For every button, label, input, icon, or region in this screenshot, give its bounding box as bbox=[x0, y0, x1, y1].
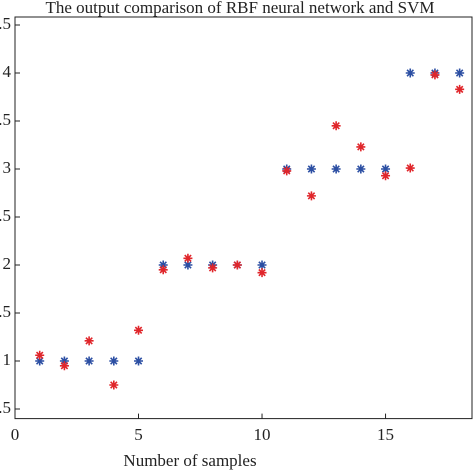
point bbox=[158, 265, 168, 275]
point bbox=[381, 164, 391, 174]
point bbox=[405, 163, 415, 173]
point bbox=[134, 356, 144, 366]
point bbox=[356, 142, 366, 152]
point bbox=[232, 260, 242, 270]
point bbox=[134, 325, 144, 335]
x-tick-label: 5 bbox=[134, 425, 143, 444]
point bbox=[183, 253, 193, 263]
x-axis-label: Number of samples bbox=[123, 451, 256, 470]
point bbox=[257, 260, 267, 270]
point bbox=[405, 68, 415, 78]
chart-title: The output comparison of RBF neural netw… bbox=[45, 0, 434, 17]
plot-frame bbox=[14, 16, 473, 420]
point bbox=[158, 260, 168, 270]
point bbox=[306, 164, 316, 174]
y-tick-label: 2.5 bbox=[0, 206, 11, 225]
point bbox=[430, 70, 440, 80]
point bbox=[109, 356, 119, 366]
x-tick-label: 15 bbox=[377, 425, 394, 444]
y-tick-label: 2 bbox=[3, 254, 12, 273]
x-tick-label: 0 bbox=[11, 425, 20, 444]
point bbox=[455, 68, 465, 78]
y-tick-label: 3 bbox=[3, 158, 12, 177]
point bbox=[306, 191, 316, 201]
point bbox=[59, 356, 69, 366]
point bbox=[208, 263, 218, 273]
point bbox=[455, 84, 465, 94]
point bbox=[183, 260, 193, 270]
y-tick-label: 4 bbox=[3, 62, 12, 81]
point bbox=[84, 356, 94, 366]
point bbox=[59, 361, 69, 371]
y-tick-label: 0.5 bbox=[0, 398, 11, 417]
y-tick-label: 1.5 bbox=[0, 302, 11, 321]
point bbox=[109, 380, 119, 390]
point bbox=[356, 164, 366, 174]
point bbox=[331, 164, 341, 174]
point bbox=[35, 356, 45, 366]
point bbox=[331, 121, 341, 131]
point bbox=[381, 171, 391, 181]
point bbox=[84, 336, 94, 346]
y-tick-label: 1 bbox=[3, 350, 12, 369]
point bbox=[35, 350, 45, 360]
y-tick-label: 4.5 bbox=[0, 14, 11, 33]
point bbox=[282, 166, 292, 176]
x-tick-label: 10 bbox=[254, 425, 271, 444]
y-tick-label: 3.5 bbox=[0, 110, 11, 129]
point bbox=[257, 268, 267, 278]
